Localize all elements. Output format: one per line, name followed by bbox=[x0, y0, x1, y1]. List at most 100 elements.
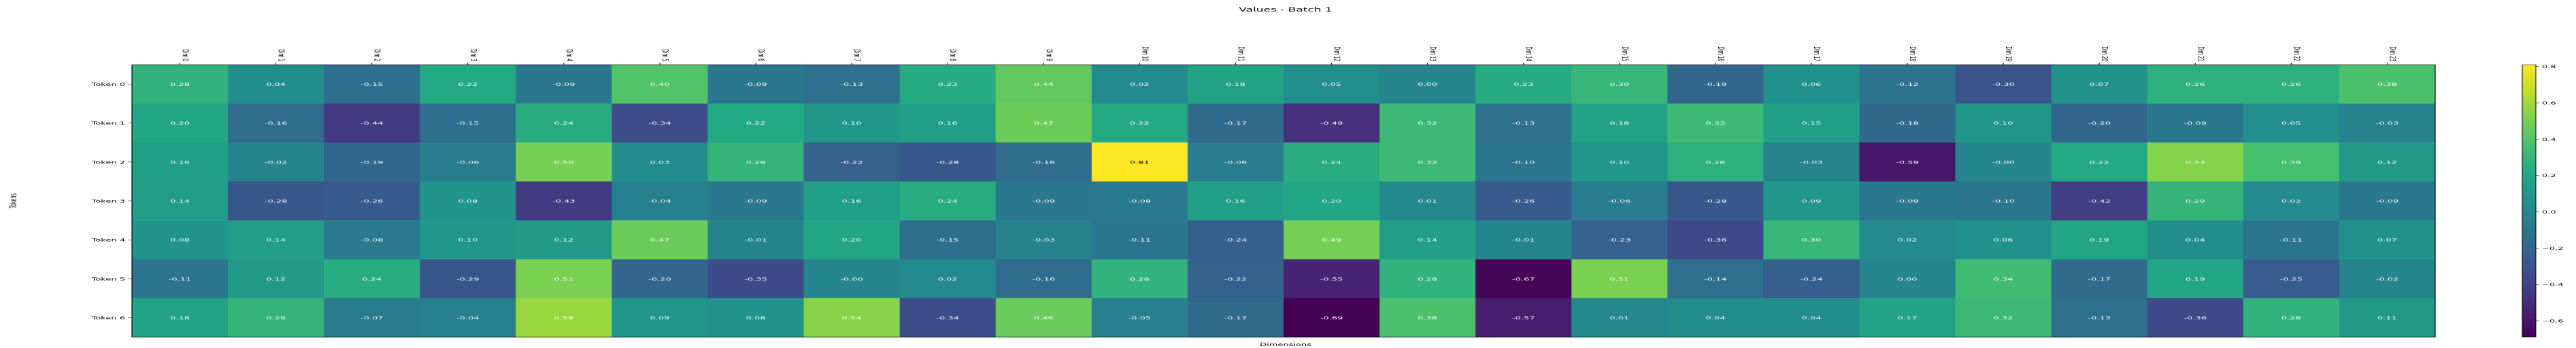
heatmap-cell bbox=[420, 181, 516, 221]
heatmap-cell bbox=[324, 142, 420, 182]
x-tick-label: Dim 9 bbox=[1043, 49, 1053, 61]
heatmap-cell bbox=[707, 220, 805, 259]
cell-value-label: -0.04 bbox=[648, 199, 671, 204]
heatmap-cell bbox=[2051, 298, 2148, 338]
y-tick-label: Token 3 bbox=[90, 199, 125, 204]
heatmap-cell bbox=[132, 104, 229, 143]
heatmap-cell bbox=[995, 181, 1092, 221]
cell-value-label: 0.11 bbox=[2377, 315, 2397, 321]
heatmap-cell bbox=[1091, 65, 1188, 104]
cell-value-label: 0.30 bbox=[1609, 82, 1629, 87]
cell-value-label: 0.16 bbox=[1226, 199, 1245, 204]
cell-value-label: -0.34 bbox=[648, 121, 671, 127]
x-tick-label: Dim 1 bbox=[276, 49, 286, 61]
cell-value-label: 0.16 bbox=[938, 121, 958, 127]
heatmap-cell bbox=[2243, 104, 2340, 143]
heatmap-cell bbox=[2243, 181, 2340, 221]
x-tick-label: Dim 21 bbox=[2195, 46, 2205, 61]
colorbar-tick-label: 0.4 bbox=[2542, 137, 2556, 142]
cell-value-label: 0.00 bbox=[1418, 82, 1437, 87]
heatmap-cell bbox=[1859, 142, 1956, 182]
cell-value-label: -0.10 bbox=[1512, 160, 1535, 165]
heatmap-cell bbox=[420, 259, 516, 299]
heatmap-cell bbox=[707, 142, 805, 182]
heatmap-cell bbox=[1284, 65, 1380, 104]
heatmap-cell bbox=[2147, 104, 2244, 143]
heatmap-cell bbox=[1475, 259, 1572, 299]
cell-value-label: 0.46 bbox=[1034, 315, 1054, 321]
heatmap-cell bbox=[324, 220, 420, 259]
x-tick-label: Dim 19 bbox=[2003, 46, 2013, 61]
heatmap-cell bbox=[1571, 259, 1668, 299]
chart-title: Values - Batch 1 bbox=[1239, 7, 1332, 13]
colorbar-ticks: 0.8 0.6 0.4 0.2 0.0 −0.2 −0.4 −0.6 bbox=[2536, 64, 2564, 323]
cell-value-label: -0.01 bbox=[1512, 238, 1535, 243]
heatmap-cell bbox=[707, 181, 805, 221]
heatmap-cell bbox=[1955, 142, 2052, 182]
heatmap-cell bbox=[2243, 298, 2340, 338]
cell-value-label: 0.20 bbox=[170, 121, 190, 127]
cell-value-label: 0.17 bbox=[1898, 315, 1918, 321]
cell-value-label: 0.02 bbox=[1130, 82, 1150, 87]
x-tick-label: Dim 16 bbox=[1716, 46, 1725, 61]
heatmap-cell bbox=[1571, 298, 1668, 338]
cell-value-label: 0.06 bbox=[1994, 238, 2013, 243]
cell-value-label: 0.02 bbox=[1898, 238, 1918, 243]
cell-value-label: 0.28 bbox=[1130, 276, 1150, 282]
cell-value-label: 0.19 bbox=[2090, 238, 2109, 243]
heatmap-cell bbox=[995, 65, 1092, 104]
heatmap-cell bbox=[1284, 298, 1380, 338]
cell-value-label: 0.07 bbox=[2090, 82, 2109, 87]
cell-value-label: -0.26 bbox=[1512, 199, 1535, 204]
cell-value-label: 0.38 bbox=[2377, 82, 2397, 87]
heatmap-cell bbox=[995, 142, 1092, 182]
heatmap-cell bbox=[1379, 104, 1476, 143]
heatmap-cell bbox=[1763, 259, 1860, 299]
heatmap-cell bbox=[1475, 65, 1572, 104]
cell-value-label: 0.10 bbox=[1994, 121, 2013, 127]
colorbar-tick-label: 0.2 bbox=[2542, 173, 2556, 178]
heatmap-cell bbox=[228, 259, 324, 299]
heatmap-cell bbox=[1667, 181, 1764, 221]
cell-value-label: -0.24 bbox=[1224, 238, 1248, 243]
heatmap-cell bbox=[324, 181, 420, 221]
heatmap-cell bbox=[1284, 142, 1380, 182]
cell-value-label: -0.16 bbox=[1032, 160, 1055, 165]
heatmap-cell bbox=[1284, 220, 1380, 259]
heatmap-cell bbox=[516, 220, 612, 259]
cell-value-label: 0.32 bbox=[1418, 121, 1437, 127]
cell-value-label: -0.04 bbox=[456, 315, 480, 321]
heatmap-cell bbox=[132, 181, 229, 221]
y-tick-label: Token 1 bbox=[90, 121, 125, 127]
heatmap-cell bbox=[1091, 259, 1188, 299]
cell-value-label: -0.69 bbox=[1320, 315, 1343, 321]
heatmap-cell bbox=[612, 298, 708, 338]
cell-value-label: 0.18 bbox=[1226, 82, 1245, 87]
heatmap-cell bbox=[803, 65, 901, 104]
x-tick-label: Dim 15 bbox=[1620, 46, 1629, 61]
colorbar-tick-label: 0.0 bbox=[2542, 210, 2556, 215]
heatmap-cell bbox=[803, 142, 901, 182]
heatmap-cell bbox=[803, 259, 901, 299]
heatmap-cell bbox=[2243, 259, 2340, 299]
heatmap-cell bbox=[516, 142, 612, 182]
heatmap-cell bbox=[995, 220, 1092, 259]
cell-value-label: -0.28 bbox=[936, 160, 959, 165]
x-tick-label: Dim 10 bbox=[1140, 46, 1150, 61]
heatmap-cell bbox=[1859, 259, 1956, 299]
y-axis-ticks: Token 0 Token 1 Token 2 Token 3 Token 4 Token… bbox=[90, 82, 132, 321]
x-tick-label: Dim 5 bbox=[660, 49, 669, 61]
heatmap-cell bbox=[1187, 65, 1284, 104]
cell-value-label: -0.59 bbox=[1896, 160, 1919, 165]
cell-value-label: 0.04 bbox=[266, 82, 286, 87]
y-tick-label: Token 6 bbox=[90, 315, 125, 321]
cell-value-label: -0.15 bbox=[361, 82, 384, 87]
cell-value-label: 0.26 bbox=[2186, 82, 2205, 87]
x-tick-label: Dim 8 bbox=[948, 49, 957, 61]
heatmap-cell bbox=[1763, 298, 1860, 338]
heatmap-cell bbox=[707, 104, 805, 143]
heatmap-cell bbox=[1667, 259, 1764, 299]
heatmap-cell bbox=[1955, 65, 2052, 104]
cell-value-label: 0.04 bbox=[1802, 315, 1822, 321]
cell-value-label: 0.18 bbox=[170, 315, 190, 321]
